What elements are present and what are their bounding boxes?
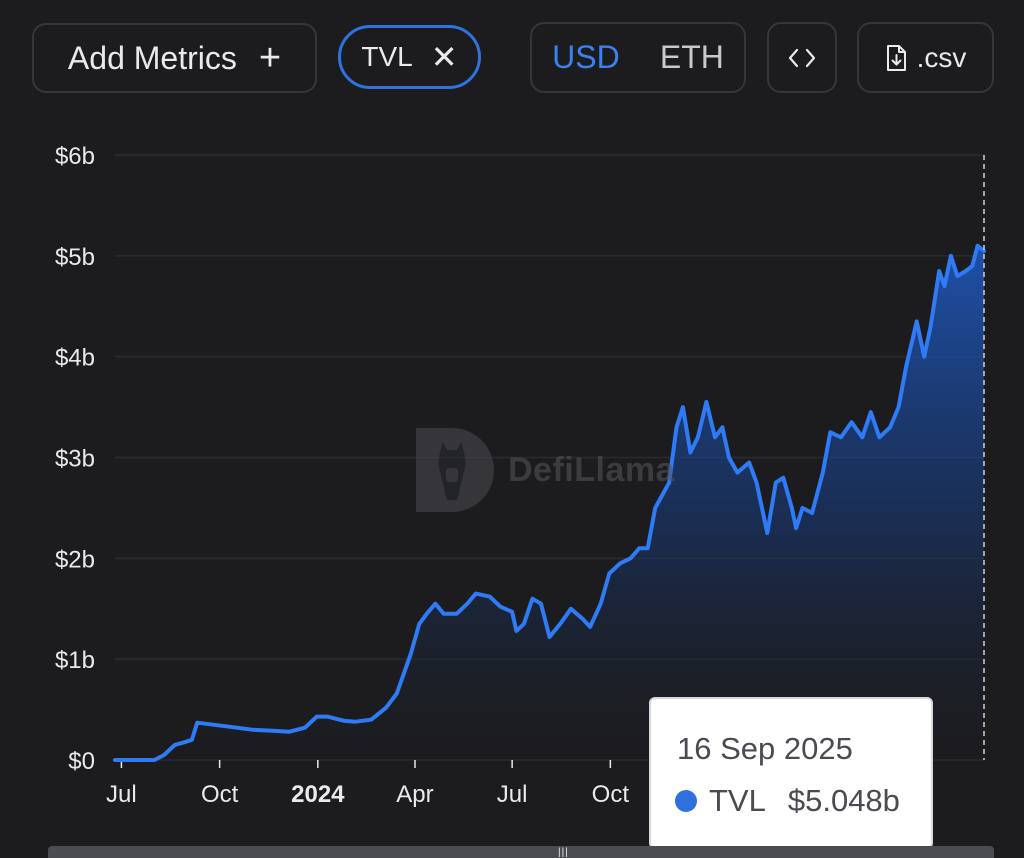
- chart-range-scrollbar[interactable]: |||: [48, 846, 994, 858]
- scrollbar-handle[interactable]: |||: [558, 847, 569, 858]
- add-metrics-button[interactable]: Add Metrics +: [32, 23, 317, 93]
- x-axis: Jul Oct 2024 Apr Jul Oct: [106, 760, 629, 808]
- x-tick-label: Jul: [106, 781, 137, 808]
- tooltip-series-name: TVL: [709, 783, 766, 818]
- y-axis: $0 $1b $2b $3b $4b $5b $6b: [55, 143, 95, 775]
- add-metrics-label: Add Metrics: [67, 39, 237, 76]
- x-tick-label: Apr: [396, 781, 433, 808]
- x-tick-label: Oct: [201, 781, 239, 808]
- y-tick-label: $0: [68, 748, 95, 775]
- y-tick-label: $4b: [55, 345, 95, 372]
- y-tick-label: $1b: [55, 647, 95, 674]
- tvl-metric-chip[interactable]: TVL ✕: [338, 25, 481, 89]
- y-tick-label: $6b: [55, 143, 95, 170]
- tvl-area-chart[interactable]: $0 $1b $2b $3b $4b $5b $6b Jul Oct 2024 Apr Jul Oct: [0, 110, 1024, 858]
- x-tick-label: 2024: [291, 781, 345, 808]
- y-tick-label: $2b: [55, 546, 95, 573]
- x-tick-label: Oct: [592, 781, 630, 808]
- tooltip-date: 16 Sep 2025: [677, 731, 853, 766]
- file-download-icon: [886, 44, 906, 71]
- code-brackets-icon: [788, 48, 816, 67]
- y-tick-label: $3b: [55, 446, 95, 473]
- chart-tooltip: 16 Sep 2025 TVL $5.048b: [649, 697, 933, 849]
- tvl-chip-label: TVL: [361, 41, 413, 72]
- tvl-area-fill: [115, 245, 984, 761]
- csv-label: .csv: [916, 41, 967, 73]
- chart-toolbar: Add Metrics + TVL ✕ USD ETH .csv: [0, 0, 1024, 110]
- x-tick-label: Jul: [497, 781, 528, 808]
- currency-toggle: USD ETH: [530, 22, 746, 93]
- series-color-dot: [675, 790, 697, 812]
- embed-button[interactable]: [767, 22, 837, 93]
- chart-gridlines: [115, 154, 984, 761]
- defillama-watermark: DefiLlama: [412, 422, 702, 518]
- download-csv-button[interactable]: .csv: [857, 22, 994, 93]
- watermark-text: DefiLlama: [508, 450, 675, 489]
- plus-icon: +: [258, 36, 282, 79]
- tooltip-series-value: $5.048b: [787, 783, 900, 818]
- close-icon[interactable]: ✕: [430, 39, 458, 75]
- tooltip-series-row: TVL $5.048b: [675, 783, 900, 819]
- y-tick-label: $5b: [55, 244, 95, 271]
- tvl-series-line: [113, 243, 986, 762]
- currency-option-eth[interactable]: ETH: [659, 39, 724, 75]
- currency-option-usd[interactable]: USD: [552, 39, 620, 75]
- defillama-logo-icon: [416, 428, 494, 512]
